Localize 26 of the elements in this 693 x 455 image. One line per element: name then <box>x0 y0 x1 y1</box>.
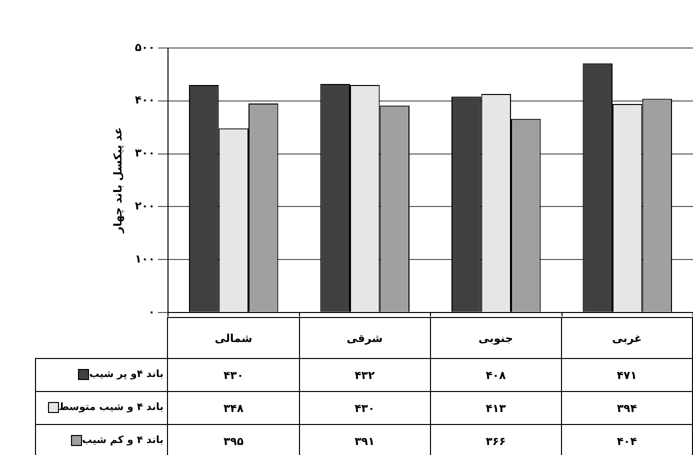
data-label: ۴۳۰ <box>168 358 300 392</box>
data-label: ۴۳۲ <box>299 358 430 392</box>
y-tick-label: ۳۰۰ <box>134 146 155 160</box>
x-tick-label: جنوبی <box>430 318 562 358</box>
legend-label: باند ۴ و کم شیب <box>82 436 164 447</box>
y-tick-label: ۰ <box>148 305 155 318</box>
data-label: ۴۰۴ <box>561 424 692 455</box>
y-tick-label: ۱۰۰ <box>134 252 155 266</box>
y-tick-label: ۵۰۰ <box>134 40 155 54</box>
y-tick-label: ۲۰۰ <box>134 200 155 212</box>
data-label: ۴۰۸ <box>430 358 562 392</box>
data-label: ۳۹۵ <box>168 424 300 455</box>
x-tick-label: شرقی <box>299 318 430 358</box>
x-tick-label: شمالی <box>168 318 300 358</box>
data-label: ۳۹۴ <box>561 392 692 424</box>
x-tick-label: غربی <box>561 318 692 358</box>
data-label: ۳۹۱ <box>299 424 430 455</box>
legend-label: باند ۴ و شیب متوسط <box>58 402 164 414</box>
data-label: ۳۶۶ <box>430 424 562 455</box>
y-axis-title: عد پیکسل باند چهار <box>112 127 124 233</box>
y-tick-label: ۴۰۰ <box>134 94 155 107</box>
legend-label: باند ۴و پر شیب <box>89 370 164 381</box>
data-label: ۴۷۱ <box>561 358 692 392</box>
data-label: ۴۳۰ <box>299 392 430 424</box>
data-label: ۳۴۸ <box>168 392 300 424</box>
data-label: ۴۱۳ <box>430 392 562 424</box>
